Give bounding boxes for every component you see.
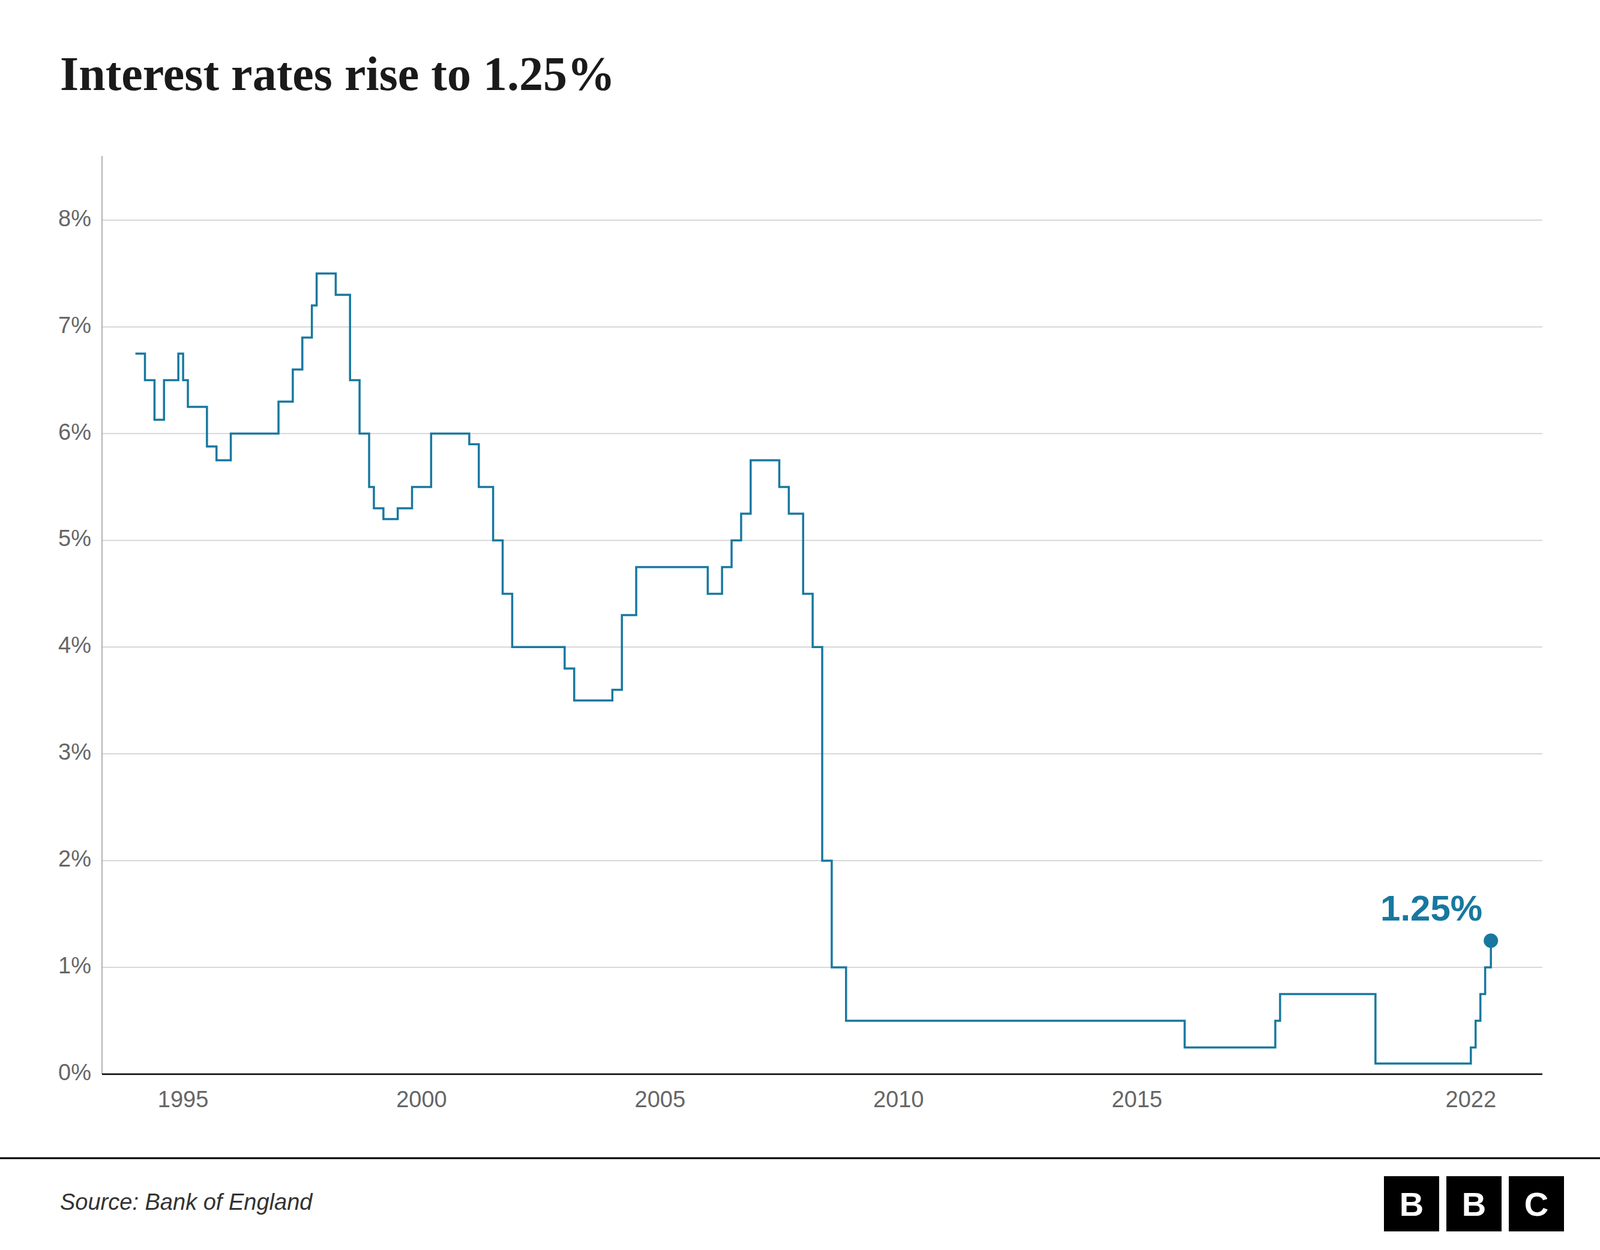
chart: Interest rates rise to 1.25% 0% 1% 2% 3% 4% 5%… [0, 0, 1600, 1250]
x-tick-label: 2005 [634, 1086, 686, 1113]
y-tick-label: 1% [58, 953, 92, 979]
grid-line [102, 219, 1543, 221]
logo-letter: B [1399, 1185, 1424, 1224]
y-tick-label: 7% [58, 312, 92, 338]
source: Source: Bank of England [60, 1189, 314, 1215]
grid [102, 220, 1543, 1075]
y-tick-label: 2% [58, 846, 92, 872]
logo-box [1446, 1176, 1502, 1232]
y-tick-label: 6% [58, 419, 92, 445]
grid-line [102, 966, 1543, 969]
last-point [1483, 933, 1498, 949]
x-tick-label: 2000 [396, 1086, 448, 1113]
x-tick-label: 2015 [1111, 1086, 1163, 1113]
y-tick-label: 0% [58, 1059, 92, 1086]
grid-line [102, 433, 1543, 435]
separator [0, 1157, 1600, 1160]
logo-box [1508, 1176, 1564, 1232]
grid-line [102, 326, 1543, 328]
x-tick-label: 1995 [157, 1086, 209, 1113]
title: Interest rates rise to 1.25% [60, 47, 616, 101]
logo-letter: B [1461, 1185, 1486, 1224]
x-tick-label: 2022 [1445, 1086, 1497, 1113]
grid-line [102, 540, 1543, 542]
annotation: 1.25% [1380, 888, 1483, 929]
plot-area [135, 273, 1499, 1065]
rate-line [135, 273, 1492, 1065]
y-tick-label: 8% [58, 205, 92, 232]
logo-letter: C [1524, 1185, 1549, 1224]
y-tick-label: 5% [58, 525, 92, 551]
x-tick-label: 2010 [873, 1086, 925, 1113]
y-tick-label: 3% [58, 739, 92, 765]
grid-line [102, 1073, 1543, 1075]
y-axis-line [101, 156, 103, 1075]
logo-box [1383, 1176, 1440, 1232]
y-tick-label: 4% [58, 632, 92, 658]
x-axis-line [102, 1073, 1543, 1076]
